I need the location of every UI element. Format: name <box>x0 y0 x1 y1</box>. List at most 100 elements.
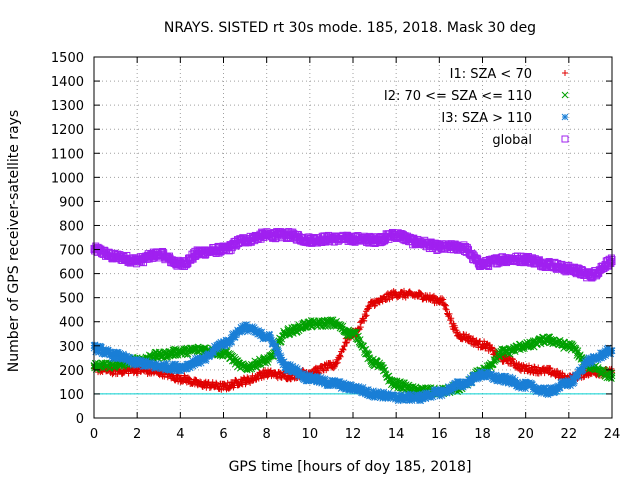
series-3 <box>90 228 616 282</box>
x-tick-label: 2 <box>133 427 141 442</box>
scatter-point <box>171 345 179 353</box>
scatter-point <box>334 359 341 366</box>
scatter-point <box>482 345 489 352</box>
scatter-point <box>353 328 361 336</box>
scatter-point <box>443 306 450 313</box>
legend-label: global <box>492 133 532 148</box>
y-tick-label: 700 <box>59 244 84 259</box>
y-tick-label: 1400 <box>51 75 84 90</box>
scatter-point <box>265 372 272 379</box>
y-tick-label: 600 <box>59 268 84 283</box>
legend-label: I1: SZA < 70 <box>450 67 532 82</box>
scatter-point <box>355 332 362 340</box>
scatter-point <box>252 376 259 383</box>
scatter-point <box>371 302 378 309</box>
x-axis-label: GPS time [hours of doy 185, 2018] <box>229 459 472 475</box>
x-tick-label: 6 <box>219 427 227 442</box>
scatter-point <box>531 363 538 370</box>
scatter-point <box>361 317 368 324</box>
scatter-point <box>376 298 383 305</box>
legend-marker <box>561 91 569 99</box>
x-tick-label: 10 <box>302 427 319 442</box>
scatter-point <box>363 312 370 319</box>
scatter-point <box>259 372 266 379</box>
scatter-point <box>607 254 615 262</box>
scatter-point <box>333 360 340 367</box>
scatter-point <box>473 337 480 344</box>
scatter-point <box>339 346 346 353</box>
legend-label: I2: 70 <= SZA <= 110 <box>384 89 532 104</box>
scatter-point <box>331 363 338 370</box>
legend-label: I3: SZA > 110 <box>441 111 532 126</box>
y-tick-label: 100 <box>59 388 84 403</box>
scatter-point <box>500 358 507 365</box>
scatter-point <box>213 379 220 386</box>
scatter-point <box>418 291 425 298</box>
scatter-point <box>233 378 240 385</box>
scatter-point <box>340 346 347 353</box>
scatter-point <box>376 299 383 306</box>
y-tick-label: 0 <box>76 412 84 427</box>
x-tick-label: 8 <box>263 427 271 442</box>
y-tick-label: 900 <box>59 195 84 210</box>
x-tick-label: 14 <box>388 427 405 442</box>
scatter-point <box>343 339 350 346</box>
y-tick-label: 1100 <box>51 147 84 162</box>
scatter-point <box>452 324 459 331</box>
scatter-point <box>441 301 448 308</box>
scatter-point <box>440 296 447 303</box>
y-tick-label: 800 <box>59 219 84 234</box>
scatter-point <box>443 302 450 309</box>
scatter-point <box>277 338 285 346</box>
scatter-point <box>111 364 119 371</box>
scatter-point <box>446 310 453 317</box>
scatter-point <box>337 353 344 360</box>
scatter-point <box>439 295 446 302</box>
legend-marker <box>561 135 569 143</box>
scatter-point <box>357 324 364 331</box>
scatter-point <box>470 335 477 342</box>
scatter-point <box>546 365 553 372</box>
scatter-point <box>417 290 424 297</box>
y-tick-label: 1300 <box>51 99 84 114</box>
scatter-point <box>362 313 369 320</box>
x-tick-label: 12 <box>345 427 362 442</box>
scatter-point <box>186 375 193 382</box>
y-tick-label: 1200 <box>51 123 84 138</box>
x-tick-label: 20 <box>517 427 534 442</box>
scatter-point <box>209 379 216 386</box>
x-tick-label: 16 <box>431 427 448 442</box>
scatter-point <box>243 379 250 386</box>
chart-title: NRAYS. SISTED rt 30s mode. 185, 2018. Ma… <box>164 20 536 36</box>
y-tick-label: 1500 <box>51 51 84 66</box>
x-tick-label: 0 <box>90 427 98 442</box>
scatter-point <box>182 261 190 269</box>
y-tick-label: 300 <box>59 340 84 355</box>
scatter-point <box>324 365 331 372</box>
scatter-point <box>460 330 467 337</box>
scatter-point <box>509 356 516 363</box>
scatter-point <box>535 364 542 371</box>
legend: I1: SZA < 70 I2: 70 <= SZA <= 110 I3: SZA … <box>384 67 569 148</box>
scatter-point <box>383 296 390 303</box>
scatter-point <box>442 305 449 312</box>
scatter-point <box>448 315 455 322</box>
legend-marker <box>561 113 569 121</box>
scatter-point <box>330 365 337 372</box>
y-tick-label: 200 <box>59 364 84 379</box>
scatter-point <box>264 373 271 380</box>
scatter-point <box>473 254 481 262</box>
scatter-point <box>547 365 554 372</box>
scatter-point <box>464 333 471 340</box>
x-tick-label: 18 <box>474 427 491 442</box>
y-tick-label: 500 <box>59 292 84 307</box>
y-axis-label: Number of GPS receiver-satellite rays <box>6 110 22 372</box>
series-group <box>90 228 616 405</box>
x-tick-label: 22 <box>561 427 578 442</box>
scatter-point <box>489 344 496 351</box>
scatter-point <box>201 344 208 351</box>
scatter-point <box>226 385 233 392</box>
scatter-point <box>337 352 344 359</box>
legend-marker <box>562 70 568 76</box>
